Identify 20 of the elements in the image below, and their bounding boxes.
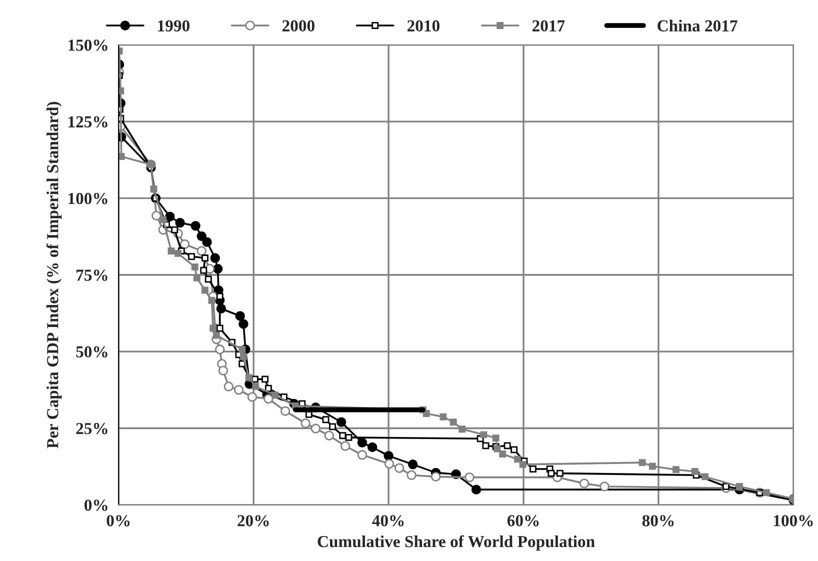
legend-label: China 2017 (658, 20, 738, 32)
x-tick-label: 80% (642, 515, 674, 526)
legend-label: 1990 (158, 20, 190, 32)
legend-label: 2010 (407, 20, 440, 32)
y-tick-label: 100% (68, 192, 108, 204)
x-tick-label: 0% (106, 515, 130, 526)
legend-label: 2017 (532, 20, 565, 32)
x-tick-label: 100% (774, 515, 813, 526)
y-tick-label: 125% (68, 116, 108, 128)
legend-label: 2000 (282, 20, 314, 32)
y-tick-label: 50% (76, 346, 108, 358)
y-axis-title: Per Capita GDP Index (% of Imperial Standard) (46, 102, 62, 448)
x-tick-label: 40% (372, 515, 404, 526)
x-tick-label: 60% (507, 515, 539, 526)
x-axis-title: Cumulative Share of World Population (318, 535, 595, 551)
y-tick-label: 75% (76, 270, 108, 281)
x-tick-label: 20% (238, 515, 269, 526)
y-tick-label: 25% (76, 422, 108, 434)
y-tick-label: 0% (84, 500, 108, 511)
y-tick-label: 150% (68, 40, 108, 51)
